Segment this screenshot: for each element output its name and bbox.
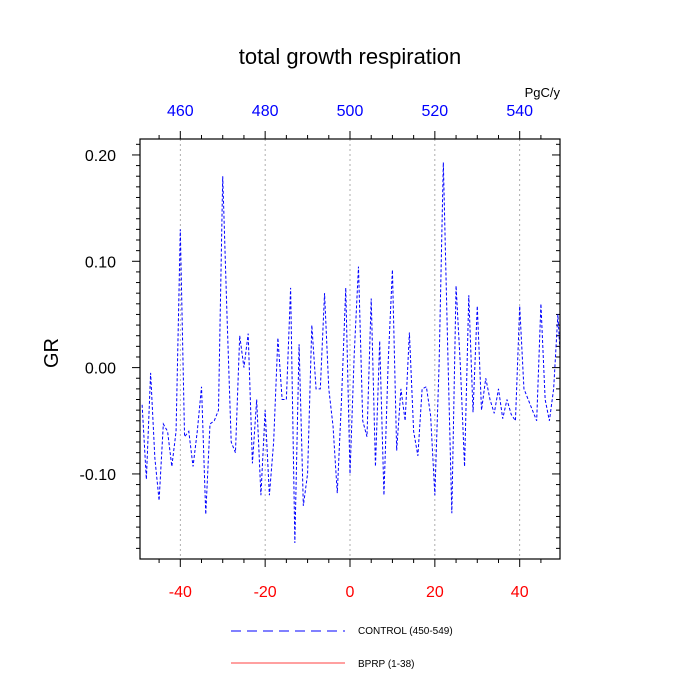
legend-label-control: CONTROL (450-549)	[358, 626, 453, 637]
top-tick-label: 480	[252, 103, 279, 120]
series-layer	[141, 162, 560, 544]
x-tick-label: 40	[511, 584, 529, 601]
y-axis-label: GR	[41, 338, 63, 368]
plot-frame	[139, 138, 561, 560]
tick-labels: -40 -20 0 20 40 460 480 500 520 540 0.20 0.10 0.00 -0…	[80, 103, 534, 601]
x-tick-label: 20	[426, 584, 444, 601]
top-tick-label: 540	[506, 103, 533, 120]
chart-title: total growth respiration	[239, 44, 462, 69]
y-tick-label: 0.20	[85, 148, 116, 165]
grid-lines	[179, 139, 521, 559]
series-line-control	[141, 162, 560, 544]
top-tick-label: 520	[421, 103, 448, 120]
x-tick-label: -20	[254, 584, 277, 601]
legend: CONTROL (450-549) BPRP (1-38)	[231, 626, 453, 670]
x-tick-label: -40	[169, 584, 192, 601]
x-tick-label: 0	[346, 584, 355, 601]
y-tick-label: 0.10	[85, 254, 116, 271]
axis-ticks	[132, 131, 560, 567]
top-tick-label: 500	[337, 103, 364, 120]
y-tick-label: 0.00	[85, 361, 116, 378]
legend-label-bprp: BPRP (1-38)	[358, 659, 415, 670]
top-tick-label: 460	[167, 103, 194, 120]
y-tick-label: -0.10	[80, 467, 117, 484]
top-axis-units: PgC/y	[525, 85, 561, 100]
